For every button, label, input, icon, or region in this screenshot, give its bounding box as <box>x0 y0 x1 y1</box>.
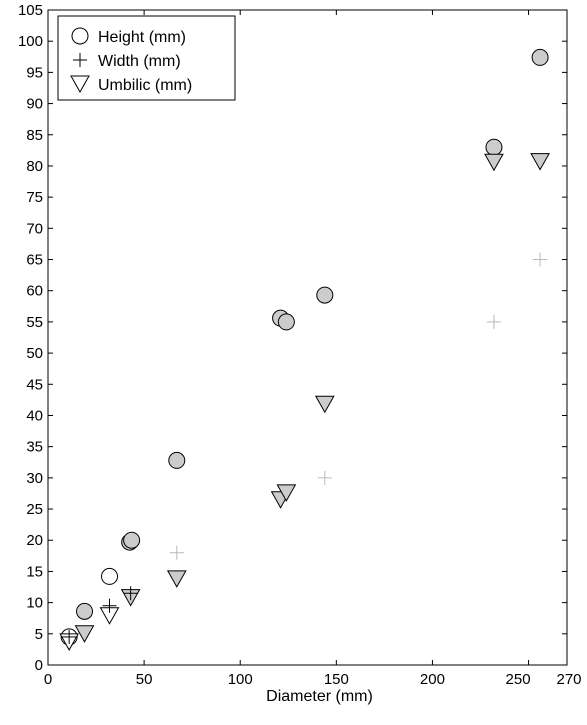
y-tick-label: 85 <box>26 127 43 144</box>
height-point <box>76 602 94 620</box>
legend-circle-icon <box>71 27 89 45</box>
x-axis-label: Diameter (mm) <box>266 688 373 705</box>
width-point <box>533 252 548 267</box>
x-tick-label: 250 <box>506 671 531 688</box>
umbilic-point <box>276 484 297 502</box>
x-tick-label: 0 <box>44 671 52 688</box>
x-tick-label: 150 <box>324 671 349 688</box>
height-point <box>316 286 334 304</box>
y-tick-label: 0 <box>35 657 43 674</box>
legend-triangle-icon <box>70 75 90 94</box>
umbilic-point <box>530 153 550 171</box>
height-point <box>277 313 295 331</box>
y-tick-label: 55 <box>26 314 43 331</box>
y-tick-label: 50 <box>26 345 43 362</box>
legend-label: Umbilic (mm) <box>98 77 192 94</box>
y-tick-label: 65 <box>26 252 43 269</box>
y-tick-label: 5 <box>35 626 43 643</box>
x-tick-label: 50 <box>136 671 153 688</box>
data-marks <box>59 48 550 651</box>
y-tick-label: 80 <box>26 158 43 175</box>
y-tick-label: 95 <box>26 64 43 81</box>
plot-area-frame <box>47 9 568 666</box>
y-tick-label: 30 <box>26 470 43 487</box>
y-tick-label: 90 <box>26 96 43 113</box>
umbilic-point <box>314 395 335 414</box>
width-point <box>317 470 332 485</box>
umbilic-point <box>74 625 95 643</box>
y-tick-label: 20 <box>26 532 43 549</box>
width-point <box>169 545 184 560</box>
width-point <box>486 314 501 329</box>
height-point <box>485 138 503 156</box>
y-tick-label: 15 <box>26 563 43 580</box>
y-tick-label: 60 <box>26 283 43 300</box>
width-point <box>62 629 77 644</box>
x-tick-label: 270 <box>556 671 581 688</box>
y-tick-label: 70 <box>26 220 43 237</box>
umbilic-point <box>484 153 504 172</box>
y-tick-label: 25 <box>26 501 43 518</box>
x-tick-label: 100 <box>228 671 253 688</box>
width-point <box>102 598 117 613</box>
height-point <box>123 531 141 549</box>
height-point <box>101 567 119 585</box>
height-point <box>531 48 549 66</box>
y-tick-label: 105 <box>18 2 43 19</box>
y-tick-label: 10 <box>26 595 43 612</box>
y-tick-label: 75 <box>26 189 43 206</box>
width-point <box>123 586 138 601</box>
y-tick-label: 100 <box>18 33 43 50</box>
axis-ticks: 0 5 10 15 20 25 30 35 40 45 50 55 60 65 70 75 80 85 90 95 10… <box>18 2 582 688</box>
legend-plus-icon <box>73 53 87 67</box>
umbilic-point <box>166 570 187 588</box>
legend-box <box>57 15 236 101</box>
y-tick-label: 45 <box>26 376 43 393</box>
legend: Height (mm) Width (mm) Umbilic (mm) <box>57 15 236 101</box>
y-tick-label: 40 <box>26 407 43 424</box>
height-point <box>168 451 186 469</box>
y-tick-label: 35 <box>26 439 43 456</box>
legend-label: Width (mm) <box>98 53 181 70</box>
legend-label: Height (mm) <box>98 29 186 46</box>
x-tick-label: 200 <box>420 671 445 688</box>
